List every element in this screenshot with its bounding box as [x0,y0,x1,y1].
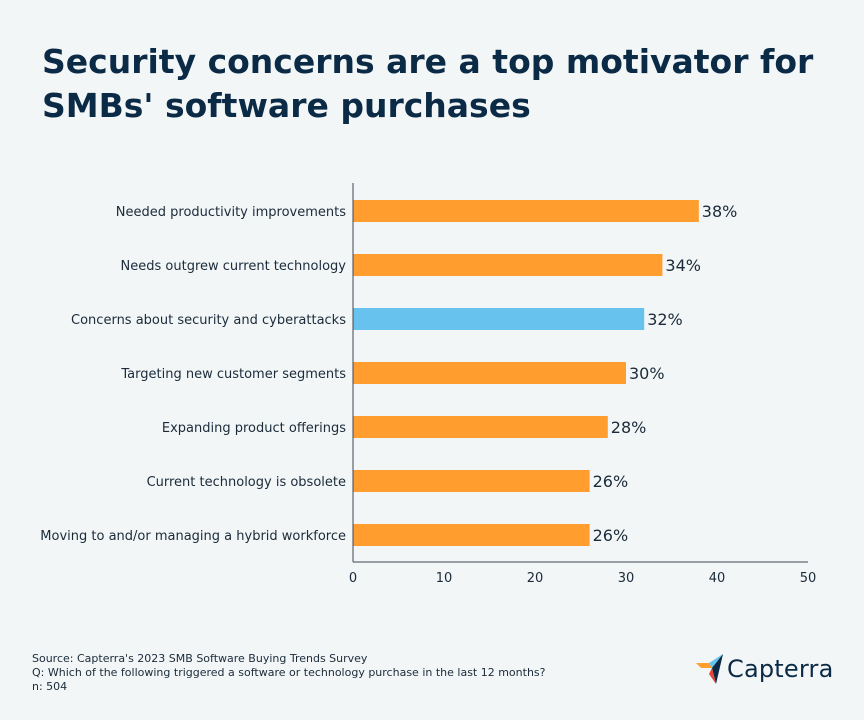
logo-part-blue [709,654,723,668]
value-label: 32% [647,310,683,329]
value-label: 26% [593,472,629,491]
capterra-arrow-icon [696,654,723,684]
bar-2 [353,254,663,276]
x-tick-label: 30 [618,571,635,586]
logo-text: Capterra [727,655,834,683]
chart-footer: Source: Capterra's 2023 SMB Software Buy… [32,652,546,694]
x-tick-label: 50 [800,571,817,586]
logo-part-navy [712,654,723,684]
chart-title: Security concerns are a top motivator fo… [42,42,814,125]
x-tick-label: 40 [709,571,726,586]
value-label: 28% [611,418,647,437]
x-tick-label: 0 [349,571,357,586]
category-label: Needs outgrew current technology [121,259,347,274]
sample-size: n: 504 [32,680,68,693]
x-tick-label: 20 [527,571,544,586]
logo-part-red [709,668,716,684]
category-label: Moving to and/or managing a hybrid workf… [40,529,346,544]
survey-question: Q: Which of the following triggered a so… [32,666,546,679]
value-label: 34% [665,256,701,275]
category-label: Concerns about security and cyberattacks [71,313,346,328]
bar-1 [353,200,699,222]
value-label: 30% [629,364,665,383]
value-label: 38% [702,202,738,221]
category-label: Current technology is obsolete [147,475,346,490]
bar-chart: Needed productivity improvements 38% Needs… [40,183,817,586]
capterra-logo: Capterra [696,654,834,684]
bar-3 [353,308,645,330]
category-label: Expanding product offerings [162,421,346,436]
value-label: 26% [593,526,629,545]
bar-5 [353,416,608,438]
logo-part-orange [696,663,712,668]
source-note: Source: Capterra's 2023 SMB Software Buy… [32,652,368,665]
bar-7 [353,524,590,546]
x-tick-label: 10 [436,571,453,586]
bar-6 [353,470,590,492]
category-label: Needed productivity improvements [116,205,346,220]
category-label: Targeting new customer segments [120,367,346,382]
bar-4 [353,362,626,384]
